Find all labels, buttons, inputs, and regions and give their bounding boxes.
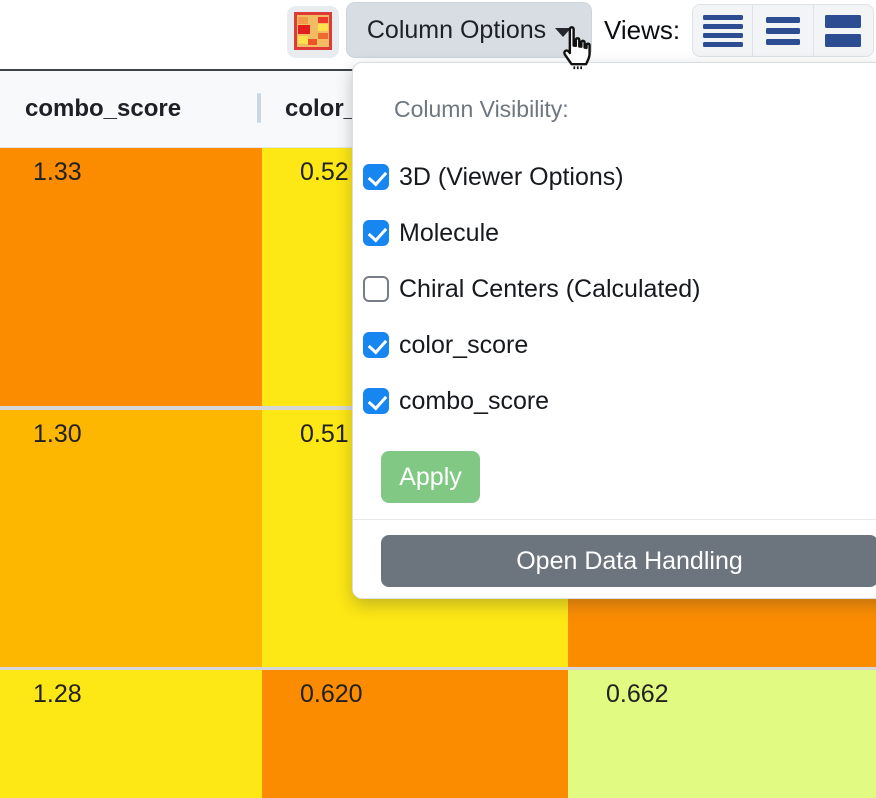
checkbox-chiral-centers[interactable] (363, 276, 389, 302)
option-label: 3D (Viewer Options) (399, 162, 624, 191)
column-options-label: Column Options (366, 15, 547, 44)
views-label: Views: (604, 14, 681, 45)
view-mode-medium-button[interactable] (752, 5, 813, 56)
cell-combo-score[interactable]: 1.30 (0, 410, 262, 667)
toolbar: Column Options Views: (0, 0, 876, 69)
option-label: Molecule (399, 218, 500, 247)
column-options-dropdown: Column Visibility: 3D (Viewer Options) M… (352, 62, 876, 599)
checkbox-molecule[interactable] (363, 220, 389, 246)
two-rows-icon (825, 14, 862, 47)
table-row: 1.28 0.620 0.662 (0, 670, 876, 798)
cell-third-column[interactable]: 0.662 (568, 670, 876, 798)
option-combo-score[interactable]: combo_score (353, 373, 876, 429)
open-data-handling-button[interactable]: Open Data Handling (381, 535, 876, 587)
checkbox-combo-score[interactable] (363, 388, 389, 414)
column-resize-handle[interactable] (257, 93, 261, 123)
column-header-combo-score[interactable]: combo_score (25, 95, 182, 122)
view-mode-dense-button[interactable] (693, 5, 753, 56)
heatmap-thumbnail-button[interactable] (287, 6, 339, 58)
panel-divider (353, 519, 876, 520)
column-visibility-list: 3D (Viewer Options) Molecule Chiral Cent… (353, 149, 876, 429)
option-chiral-centers[interactable]: Chiral Centers (Calculated) (353, 261, 876, 317)
option-label: Chiral Centers (Calculated) (399, 274, 701, 303)
option-label: color_score (399, 330, 529, 359)
cell-combo-score[interactable]: 1.33 (0, 148, 262, 406)
column-visibility-title: Column Visibility: (394, 96, 569, 122)
column-options-button[interactable]: Column Options (346, 2, 592, 58)
apply-button[interactable]: Apply (381, 451, 480, 503)
heatmap-icon (294, 11, 332, 53)
view-mode-large-button[interactable] (812, 5, 873, 56)
option-3d-viewer[interactable]: 3D (Viewer Options) (353, 149, 876, 205)
four-rows-icon (702, 14, 743, 47)
three-rows-icon (765, 16, 800, 45)
cell-color-score[interactable]: 0.620 (262, 670, 568, 798)
row-divider (0, 667, 876, 670)
checkbox-color-score[interactable] (363, 332, 389, 358)
option-color-score[interactable]: color_score (353, 317, 876, 373)
view-mode-button-group (692, 4, 874, 57)
cell-combo-score[interactable]: 1.28 (0, 670, 262, 798)
option-molecule[interactable]: Molecule (353, 205, 876, 261)
checkbox-3d-viewer[interactable] (363, 164, 389, 190)
option-label: combo_score (399, 386, 550, 415)
chevron-down-icon (555, 27, 572, 37)
